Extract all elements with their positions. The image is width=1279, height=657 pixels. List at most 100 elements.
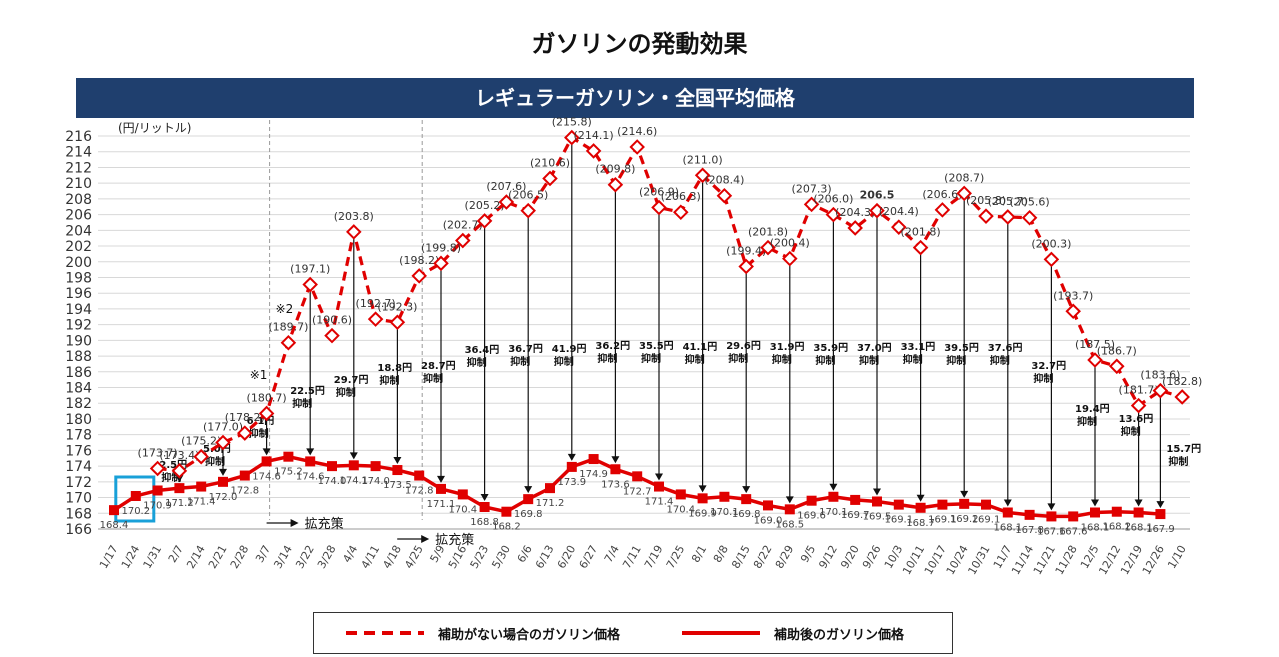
suppression-label: 抑制 — [249, 427, 269, 440]
data-point-subsidized — [523, 494, 534, 505]
x-tick-label: 7/19 — [642, 543, 666, 571]
suppression-label: 抑制 — [467, 356, 487, 369]
data-label-no-subsidy: (190.6) — [312, 314, 352, 327]
data-point-no-subsidy — [869, 202, 885, 219]
data-point-subsidized — [1133, 507, 1144, 518]
data-point-subsidized — [545, 483, 555, 494]
data-label-no-subsidy: (187.5) — [1075, 338, 1115, 351]
x-tick-label: 1/24 — [119, 543, 143, 571]
data-point-subsidized — [741, 494, 752, 505]
data-label-no-subsidy: (173.4) — [159, 449, 199, 462]
suppression-label: 抑制 — [510, 355, 530, 368]
data-label-subsidized: 168.7 — [906, 518, 935, 529]
suppression-arrow-head — [306, 448, 315, 456]
x-tick-label: 4/11 — [359, 543, 383, 571]
suppression-label: 抑制 — [1168, 455, 1188, 468]
footnote-marker: ※2 — [276, 302, 294, 316]
data-label-subsidized: 174.0 — [318, 476, 347, 487]
data-point-subsidized — [218, 476, 228, 487]
suppression-arrow-head — [655, 473, 663, 481]
data-point-subsidized — [959, 498, 970, 509]
legend-dashed-line-icon — [346, 631, 424, 635]
data-label-subsidized: 173.5 — [383, 480, 412, 491]
data-label-subsidized: 173.9 — [557, 477, 586, 488]
data-point-subsidized — [457, 489, 468, 500]
suppression-amount: 41.9円 — [552, 343, 587, 355]
data-point-subsidized — [414, 470, 425, 481]
suppression-amount: 28.7円 — [421, 360, 456, 372]
legend-item-no-subsidy: 補助がない場合のガソリン価格 — [344, 613, 620, 653]
data-label-subsidized: 168.2 — [492, 522, 521, 533]
data-label-subsidized: 175.2 — [274, 467, 303, 478]
data-point-subsidized — [610, 464, 621, 475]
data-label-no-subsidy: (209.8) — [595, 163, 635, 176]
data-label-no-subsidy: (177.0) — [203, 421, 243, 434]
data-point-subsidized — [130, 490, 141, 501]
data-label-subsidized: 172.8 — [405, 486, 434, 497]
data-label-no-subsidy: (183.6) — [1140, 369, 1180, 382]
suppression-label: 抑制 — [772, 353, 792, 366]
data-point-subsidized — [1111, 506, 1122, 517]
suppression-amount: 15.7円 — [1166, 443, 1201, 455]
data-label-no-subsidy: (193.7) — [1053, 289, 1093, 302]
x-tick-label: 7/11 — [620, 543, 644, 571]
data-label-subsidized: 170.9 — [143, 500, 172, 511]
suppression-amount: 18.8円 — [377, 362, 412, 374]
data-label-no-subsidy: (192.7) — [356, 297, 396, 310]
footnote-marker: ※1 — [250, 368, 268, 382]
suppression-arrow-head — [698, 485, 707, 493]
data-point-subsidized — [392, 465, 403, 476]
data-label-subsidized: 174.1 — [339, 475, 368, 486]
data-point-no-subsidy — [280, 334, 297, 351]
data-point-subsidized — [632, 471, 643, 482]
data-label-subsidized: 171.4 — [645, 497, 674, 508]
x-tick-label: 7/4 — [602, 543, 622, 565]
data-point-subsidized — [872, 496, 882, 507]
data-point-no-subsidy — [411, 268, 427, 284]
suppression-amount: 19.4円 — [1075, 403, 1110, 415]
data-label-subsidized: 169.1 — [928, 515, 957, 526]
suppression-amount: 36.7円 — [508, 343, 543, 355]
y-tick-label: 212 — [65, 160, 92, 176]
data-point-no-subsidy — [237, 425, 253, 441]
data-label-subsidized: 169.7 — [841, 510, 870, 521]
data-label-no-subsidy: (199.4) — [726, 244, 766, 257]
data-point-no-subsidy — [912, 239, 929, 256]
suppression-amount: 29.7円 — [334, 374, 369, 386]
y-tick-label: 216 — [65, 129, 92, 145]
legend-item-subsidized: 補助後のガソリン価格 — [680, 613, 904, 653]
suppression-label: 抑制 — [903, 353, 923, 366]
data-point-subsidized — [654, 481, 664, 492]
suppression-label: 抑制 — [379, 374, 399, 387]
x-tick-label: 6/6 — [515, 543, 535, 565]
data-label-subsidized: 168.4 — [100, 520, 129, 531]
data-label-no-subsidy: (215.8) — [552, 116, 592, 129]
y-axis-label: (円/リットル) — [118, 121, 191, 135]
data-label-no-subsidy: (207.3) — [792, 182, 832, 195]
suppression-label: 抑制 — [423, 372, 443, 385]
suppression-label: 抑制 — [685, 353, 705, 366]
data-label-no-subsidy: (175.2) — [181, 435, 221, 448]
x-tick-label: 1/31 — [141, 543, 165, 571]
legend-label-no-subsidy: 補助がない場合のガソリン価格 — [438, 627, 621, 643]
data-label-subsidized: 170.4 — [448, 504, 477, 515]
y-tick-label: 182 — [65, 396, 92, 412]
suppression-amount: 36.4円 — [465, 344, 500, 356]
data-label-subsidized: 173.6 — [601, 479, 630, 490]
y-tick-label: 190 — [65, 333, 92, 349]
x-tick-label: 9/5 — [798, 543, 818, 565]
data-point-no-subsidy — [1087, 352, 1103, 368]
y-tick-label: 214 — [65, 145, 92, 161]
x-tick-label: 6/20 — [555, 543, 579, 571]
data-point-subsidized — [937, 499, 948, 510]
suppression-arrow-head — [785, 496, 794, 504]
data-point-subsidized — [1090, 507, 1100, 518]
data-point-no-subsidy — [673, 204, 689, 221]
data-point-no-subsidy — [346, 224, 362, 240]
data-point-no-subsidy — [716, 187, 733, 204]
data-point-no-subsidy — [782, 250, 798, 267]
data-point-no-subsidy — [367, 311, 384, 327]
data-label-no-subsidy: (180.7) — [247, 391, 287, 404]
data-point-no-subsidy — [258, 405, 275, 422]
data-point-subsidized — [1155, 509, 1166, 520]
